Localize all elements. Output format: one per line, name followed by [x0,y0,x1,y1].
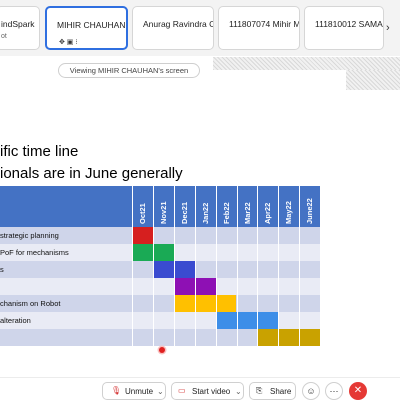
gantt-task-label: alteration [0,316,31,325]
gantt-month-text: Apr22 [263,202,273,224]
share-label: Share [270,387,292,396]
gantt-gridline [320,186,322,346]
gantt-month-label: Jan22 [201,188,210,224]
gantt-bar [152,261,195,278]
gantt-row [0,329,321,346]
participant-tile[interactable]: 111810012 SAMAR... [304,6,384,50]
chevron-down-icon[interactable]: ⌄ [157,387,164,396]
gantt-task-label: chanism on Robot [0,299,61,308]
gantt-bar [173,295,237,312]
gantt-month-label: Apr22 [263,188,272,224]
hatched-region [346,70,400,90]
gantt-row: strategic planning [0,227,320,244]
gantt-gridline [257,186,259,346]
camera-off-icon: ▭ [178,386,186,395]
meeting-toolbar: 🎙 Unmute ⌄ ▭ Start video ⌄ ⎘ Share ☺ ⋯ [0,377,400,400]
gantt-gridline [152,186,154,346]
gantt-gridline [132,186,133,346]
gantt-month-text: Jan22 [200,202,210,224]
gantt-gridline [278,186,280,346]
leave-call-icon[interactable]: ✕ [349,382,367,400]
slide-title-line: ionals are in June generally [0,165,183,182]
gantt-month-text: June22 [305,198,315,224]
gantt-gridline [236,186,238,346]
start-video-button[interactable]: ▭ Start video ⌄ [171,382,244,400]
share-button[interactable]: ⎘ Share [249,382,296,400]
participant-subtext: ot [1,33,7,40]
gantt-month-text: Feb22 [221,202,231,224]
gantt-task-label: strategic planning [0,231,59,240]
participant-name: 111810012 SAMAR... [315,19,383,29]
gantt-bar [215,312,279,329]
participant-tile[interactable]: Anurag Ravindra C... [132,6,214,50]
gantt-chart: Oct21 Nov21 Dec21 Jan22 Feb22 Mar22 Apr22 May22… [0,186,322,346]
gantt-month-label: June22 [305,188,314,224]
unmute-label: Unmute [125,387,154,396]
gantt-row: PoF for mechanisms [0,244,320,261]
gantt-month-text: Dec21 [179,201,189,224]
start-video-label: Start video [192,387,231,396]
gantt-month-label: Nov21 [159,188,168,224]
unmute-button[interactable]: 🎙 Unmute ⌄ [102,382,166,400]
gantt-month-text: Mar22 [242,202,252,224]
gantt-row: chanism on Robot [0,295,320,312]
gantt-gridline [194,186,196,346]
gantt-row: s [0,261,320,278]
gantt-month-label: Feb22 [222,188,231,224]
tile-controls-icon[interactable]: ✥ ▣ ⁝ [59,39,78,46]
gantt-month-label: Mar22 [243,188,252,224]
participant-tile[interactable]: 111807074 Mihir M... [218,6,300,50]
slide-title-line: ific time line [0,143,79,160]
gantt-month-label: May22 [284,188,293,224]
participant-tile-active[interactable]: MIHIR CHAUHAN ✥ ▣ ⁝ [45,6,128,50]
gantt-month-text: Nov21 [158,201,168,224]
chevron-right-icon[interactable]: › [386,22,390,34]
reactions-icon[interactable]: ☺ [302,382,320,400]
chevron-down-icon[interactable]: ⌄ [235,387,242,396]
participant-name: Anurag Ravindra C... [143,19,213,29]
gantt-month-text: May22 [284,201,294,224]
more-options-icon[interactable]: ⋯ [325,382,343,400]
pointer-dot [159,347,165,353]
gantt-task-label: s [0,265,4,274]
viewing-banner-text: Viewing MIHIR CHAUHAN's screen [69,66,189,75]
participant-strip: indSpark ot MIHIR CHAUHAN ✥ ▣ ⁝ Anurag R… [0,0,400,56]
gantt-month-label: Dec21 [180,188,189,224]
participant-name: 111807074 Mihir M... [229,19,300,29]
gantt-bar [257,329,321,346]
participant-tile[interactable]: indSpark ot [0,6,40,50]
gantt-month-label: Oct21 [138,188,147,224]
gantt-row [0,278,320,295]
hatched-region [213,57,400,70]
viewing-banner: Viewing MIHIR CHAUHAN's screen [58,63,200,78]
gantt-gridline [173,186,175,346]
microphone-muted-icon: 🎙 [111,386,122,395]
gantt-bar [132,227,153,244]
gantt-task-label: PoF for mechanisms [0,248,69,257]
share-screen-icon: ⎘ [256,386,263,395]
gantt-header: Oct21 Nov21 Dec21 Jan22 Feb22 Mar22 Apr22 May22… [0,186,320,227]
gantt-gridline [299,186,301,346]
participant-name: indSpark [1,19,35,29]
gantt-row: alteration [0,312,320,329]
gantt-gridline [215,186,217,346]
gantt-month-text: Oct21 [138,203,147,224]
participant-name: MIHIR CHAUHAN [57,20,126,30]
